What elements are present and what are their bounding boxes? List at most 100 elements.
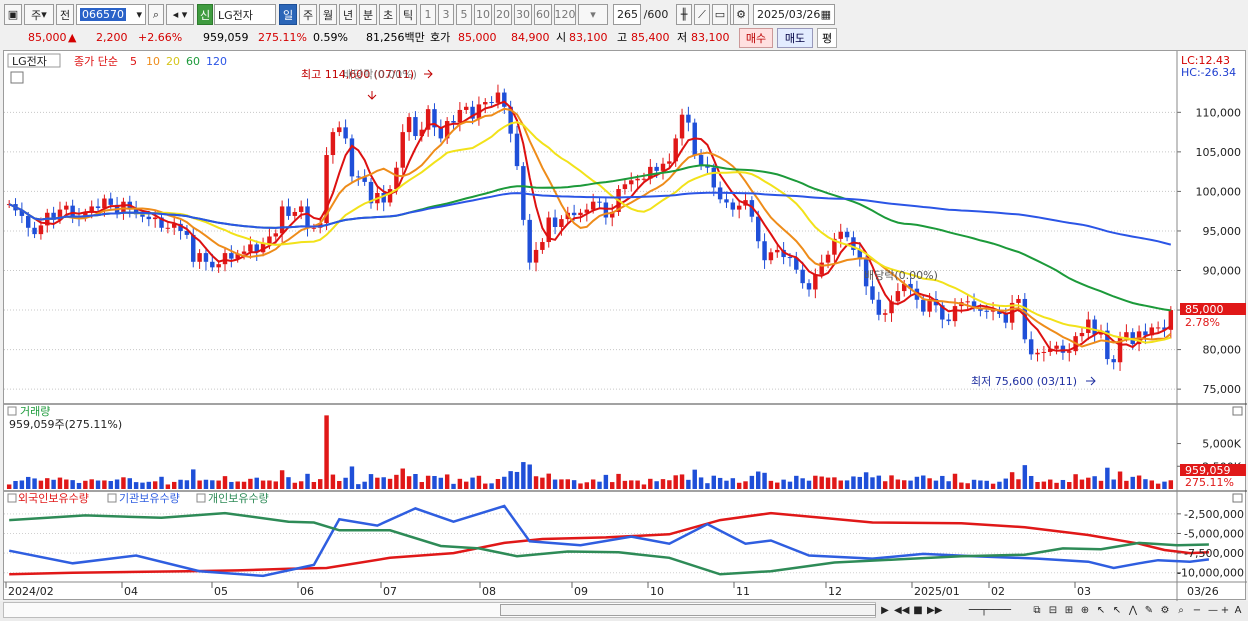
- candle-body: [857, 249, 863, 260]
- table-icon[interactable]: [10, 71, 24, 84]
- plus-icon[interactable]: +: [1220, 605, 1230, 616]
- current-price-tag-text: 85,000: [1185, 303, 1224, 316]
- layout-icon[interactable]: ⊟: [1048, 605, 1058, 616]
- period-second[interactable]: 초: [379, 4, 397, 25]
- stock-name-field[interactable]: LG전자: [214, 4, 276, 25]
- legend-ma10: 10: [146, 55, 160, 68]
- count-input[interactable]: 265: [613, 4, 641, 25]
- interval-60[interactable]: 60: [534, 4, 552, 25]
- volume-panel-icon[interactable]: [7, 406, 17, 416]
- interval-120[interactable]: 120: [554, 4, 576, 25]
- hc-label: HC:-26.34: [1181, 66, 1236, 79]
- chart-scrollbar[interactable]: [3, 602, 876, 618]
- interval-5[interactable]: 5: [456, 4, 472, 25]
- draw-tool-icon[interactable]: ✎: [1144, 605, 1154, 616]
- volume-bar: [330, 474, 336, 489]
- window-menu-icon[interactable]: ▣: [4, 4, 22, 25]
- step-back-icon[interactable]: ◀◀: [894, 605, 910, 616]
- volume-bar: [64, 479, 69, 489]
- period-month[interactable]: 월: [319, 4, 337, 25]
- candle-body: [1079, 332, 1085, 337]
- candle-body: [95, 206, 101, 209]
- volume-bar: [1149, 480, 1155, 489]
- high-dividend-note: 배당락(0.00%): [343, 68, 417, 81]
- interval-3[interactable]: 3: [438, 4, 454, 25]
- candle-body: [298, 206, 304, 212]
- date-input[interactable]: 2025/03/26 ▦: [753, 4, 835, 25]
- interval-10[interactable]: 10: [474, 4, 492, 25]
- calendar-icon[interactable]: ▦: [820, 8, 831, 21]
- grid-icon[interactable]: ⊞: [1064, 605, 1074, 616]
- period-minute[interactable]: 분: [359, 4, 377, 25]
- trend-tool-icon[interactable]: ↖: [1096, 605, 1106, 616]
- step-forward-icon[interactable]: ▶▶: [927, 605, 943, 616]
- gear-icon[interactable]: ⚙: [733, 4, 749, 25]
- volume-bar: [121, 477, 126, 489]
- arrow-tool-icon[interactable]: ↖: [1112, 605, 1122, 616]
- scrollbar-thumb[interactable]: [500, 604, 876, 616]
- legend-stock-box: [7, 53, 61, 68]
- volume-bar: [717, 477, 723, 489]
- candle-type-icon[interactable]: ╫: [676, 4, 692, 25]
- market-type-select[interactable]: 주 ▾: [24, 4, 54, 25]
- stop-icon[interactable]: ■: [913, 605, 923, 616]
- volume-bar: [540, 477, 545, 489]
- interval-30[interactable]: 30: [514, 4, 532, 25]
- volume-bar: [502, 476, 507, 489]
- dash-icon[interactable]: —: [1208, 605, 1218, 616]
- candle-body: [654, 166, 659, 171]
- interval-dropdown[interactable]: ▾: [578, 4, 608, 25]
- bid-price: 84,900: [511, 31, 550, 44]
- save-icon[interactable]: ▭: [712, 4, 728, 25]
- wave-tool-icon[interactable]: ⋀: [1128, 605, 1138, 616]
- candle-body: [241, 251, 247, 254]
- interval-20[interactable]: 20: [494, 4, 512, 25]
- volume-bar: [1073, 474, 1078, 489]
- candle-body: [19, 210, 25, 216]
- holdings-close-icon[interactable]: [1232, 493, 1243, 503]
- volume-bar: [876, 475, 882, 489]
- zoom-slider[interactable]: ──┬────: [968, 605, 1012, 616]
- volume-bar: [952, 473, 958, 489]
- volume-bar: [730, 478, 736, 489]
- stock-code-input[interactable]: 066570 ▾: [76, 4, 146, 25]
- minus-icon[interactable]: −: [1192, 605, 1202, 616]
- volume-bar: [419, 482, 425, 489]
- legend-price: 종가 단순: [74, 55, 118, 68]
- eval-button[interactable]: 평: [817, 28, 837, 48]
- prefix-button[interactable]: 전: [56, 4, 74, 25]
- period-year[interactable]: 년: [339, 4, 357, 25]
- volume-bar: [400, 468, 405, 489]
- scroll-right-icon[interactable]: ▶: [881, 605, 889, 616]
- speaker-icon[interactable]: ◂ ▾: [166, 4, 194, 25]
- font-size-icon[interactable]: A: [1234, 605, 1242, 616]
- period-week[interactable]: 주: [299, 4, 317, 25]
- search-icon[interactable]: ⌕: [148, 4, 164, 25]
- period-tick[interactable]: 틱: [399, 4, 417, 25]
- candle-body: [292, 211, 298, 216]
- new-badge[interactable]: 신: [197, 4, 213, 25]
- volume-value-text: 959,059주(275.11%): [9, 418, 122, 431]
- volume-close-icon[interactable]: [1232, 406, 1243, 416]
- volume-bar: [736, 482, 742, 489]
- volume-bar: [1105, 467, 1110, 489]
- holdings-panel-icon[interactable]: [7, 493, 17, 503]
- low-arrow-icon: [1086, 376, 1096, 386]
- candle-body: [394, 167, 399, 190]
- volume-current-pct: 275.11%: [1185, 476, 1234, 489]
- search-tool-icon[interactable]: ⌕: [1178, 605, 1184, 616]
- draw-line-icon[interactable]: ⟋: [694, 4, 710, 25]
- candle-body: [64, 205, 69, 210]
- copy-icon[interactable]: ⧉: [1033, 605, 1041, 616]
- candle-body: [254, 244, 259, 253]
- stock-chart-svg[interactable]: LG전자 종가 단순 5 10 20 60 120 LC:12.43 HC:-2…: [4, 51, 1247, 601]
- candle-body: [203, 253, 209, 262]
- sell-button[interactable]: 매도: [777, 28, 813, 48]
- volume-bar: [1092, 476, 1097, 489]
- period-day[interactable]: 일: [279, 4, 297, 25]
- interval-1[interactable]: 1: [420, 4, 436, 25]
- settings-icon[interactable]: ⚙: [1160, 605, 1170, 616]
- crosshair-icon[interactable]: ⊕: [1080, 605, 1090, 616]
- buy-button[interactable]: 매수: [739, 28, 773, 48]
- volume-bar: [248, 478, 253, 489]
